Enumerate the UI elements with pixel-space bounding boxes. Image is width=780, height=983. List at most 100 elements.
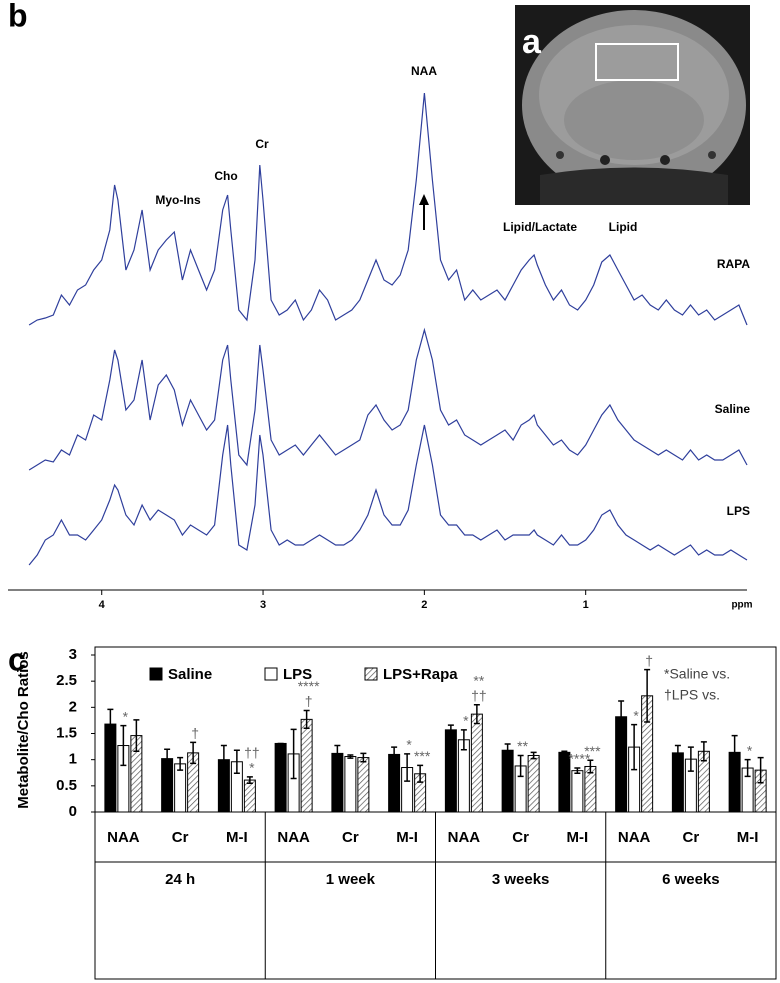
legend-label: LPS — [283, 666, 312, 683]
spectrum-line — [28, 424, 748, 566]
bar — [243, 779, 256, 813]
x-tick-label: M-I — [737, 829, 759, 846]
y-tick-label: 0.5 — [56, 777, 77, 794]
bar — [501, 749, 514, 813]
error-bar — [290, 728, 297, 780]
error-bar — [687, 746, 694, 772]
significance-mark: * — [463, 713, 469, 729]
x-axis-label: ppm — [731, 600, 752, 611]
x-tick-label: NAA — [277, 829, 310, 846]
bar — [300, 718, 313, 813]
group-label: 6 weeks — [662, 871, 720, 888]
x-tick-label: Cr — [342, 829, 359, 846]
significance-mark: **** — [298, 678, 320, 694]
error-bar — [674, 744, 681, 761]
significance-mark: † — [645, 652, 653, 668]
panel-label: a — [522, 23, 542, 61]
significance-mark: † — [305, 693, 313, 709]
error-bar — [190, 741, 197, 765]
error-bar — [587, 759, 594, 774]
error-bar — [504, 743, 511, 758]
y-tick-label: 3 — [69, 646, 77, 663]
peak-label: Lipid — [609, 220, 638, 234]
error-bar — [334, 744, 341, 762]
panel-label: c — [8, 641, 26, 677]
y-tick-label: 1 — [69, 751, 77, 768]
error-bar — [574, 767, 581, 775]
significance-mark: **** — [568, 751, 590, 767]
error-bar — [757, 756, 764, 784]
error-bar — [347, 754, 354, 759]
bar — [357, 757, 370, 813]
y-axis-label: Metabolite/Cho Ratios — [15, 651, 32, 809]
significance-mark: ** — [473, 672, 484, 688]
bar — [388, 753, 401, 813]
bar — [571, 770, 584, 813]
significance-mark: †† — [471, 687, 487, 703]
significance-mark: * — [249, 760, 255, 776]
error-bar — [447, 724, 454, 736]
error-bar — [177, 756, 184, 771]
x-tick-label: 2 — [421, 599, 427, 611]
error-bar — [700, 741, 707, 762]
error-bar — [164, 748, 171, 769]
spectrum-line — [28, 92, 748, 326]
series-label: Saline — [715, 402, 751, 416]
peak-label: Myo-Ins — [155, 193, 201, 207]
error-bar — [744, 758, 751, 778]
significance-mark: * — [747, 742, 753, 758]
x-tick-label: Cr — [172, 829, 189, 846]
x-tick-label: NAA — [448, 829, 481, 846]
legend-swatch — [264, 667, 278, 681]
peak-label: Cr — [255, 137, 269, 151]
error-bar — [107, 708, 114, 740]
x-tick-label: M-I — [567, 829, 589, 846]
note: †LPS vs. — [664, 687, 720, 703]
significance-mark: * — [406, 737, 412, 753]
peak-label: NAA — [411, 64, 437, 78]
bar — [444, 729, 457, 813]
legend-label: LPS+Rapa — [383, 666, 458, 683]
y-tick-label: 2.5 — [56, 672, 77, 689]
error-bar — [246, 776, 253, 784]
bar — [274, 742, 287, 813]
error-bar — [644, 668, 651, 723]
significance-mark: † — [191, 725, 199, 741]
note: *Saline vs. — [664, 666, 730, 682]
x-tick-label: 4 — [99, 599, 106, 611]
mri-image — [515, 5, 750, 205]
x-tick-label: Cr — [683, 829, 700, 846]
error-bar — [417, 764, 424, 783]
arrow-head — [419, 194, 429, 205]
x-tick-label: 3 — [260, 599, 266, 611]
bar — [457, 739, 470, 813]
peak-label: Lipid/Lactate — [503, 220, 577, 234]
significance-mark: ** — [517, 738, 528, 754]
peak-label: Cho — [214, 169, 237, 183]
x-tick-label: NAA — [618, 829, 651, 846]
bar — [331, 752, 344, 813]
error-bar — [460, 729, 467, 751]
bar — [671, 752, 684, 813]
error-bar — [391, 746, 398, 763]
error-bar — [360, 752, 367, 763]
bar — [527, 754, 540, 813]
x-tick-label: M-I — [396, 829, 418, 846]
series-label: LPS — [727, 504, 750, 518]
legend-swatch — [149, 667, 163, 681]
error-bar — [561, 750, 568, 755]
error-bar — [530, 751, 537, 760]
bar — [470, 713, 483, 813]
group-label: 3 weeks — [492, 871, 550, 888]
x-tick-label: M-I — [226, 829, 248, 846]
error-bar — [473, 703, 480, 725]
x-tick-label: 1 — [583, 599, 589, 611]
y-tick-label: 1.5 — [56, 724, 77, 741]
group-label: 24 h — [165, 871, 195, 888]
significance-mark: * — [123, 708, 129, 724]
error-bar — [220, 744, 227, 775]
error-bar — [731, 734, 738, 770]
bar — [174, 763, 187, 813]
significance-mark: †† — [244, 745, 260, 761]
